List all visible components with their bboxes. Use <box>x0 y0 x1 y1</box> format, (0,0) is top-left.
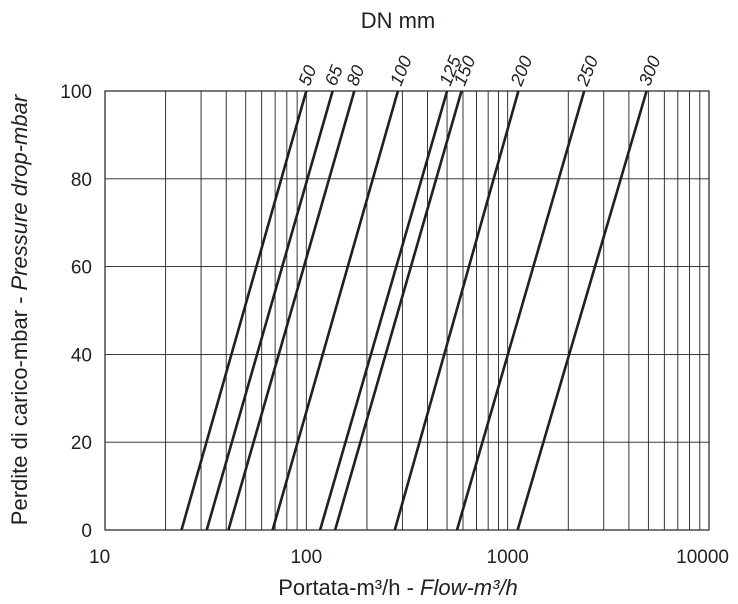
x-tick-label: 1000 <box>487 547 529 568</box>
dn-label-250: 250 <box>572 53 602 89</box>
y-axis-title-main: Perdite di carico-mbar - <box>7 290 32 525</box>
x-tick-labels: 10 100 1000 10000 <box>89 547 729 568</box>
series-line-dn-250 <box>455 90 586 531</box>
y-tick-labels: 0 20 40 60 80 100 <box>60 82 92 542</box>
series-line-dn-50 <box>180 90 308 531</box>
y-tick-label: 0 <box>81 521 92 542</box>
y-tick-label: 60 <box>71 258 92 279</box>
y-tick-label: 100 <box>60 82 92 103</box>
series-line-dn-65 <box>205 90 334 531</box>
grid <box>105 91 709 530</box>
series-line-dn-200 <box>393 90 520 531</box>
series-line-dn-100 <box>271 90 400 531</box>
y-tick-label: 80 <box>71 170 92 191</box>
x-axis-title: Portata-m³/h - Flow-m³/h <box>278 575 518 600</box>
x-axis-title-italic: Flow-m³/h <box>420 575 518 600</box>
series-line-dn-125 <box>318 90 449 531</box>
dn-label-50: 50 <box>294 62 320 88</box>
y-axis-title-italic: Pressure drop-mbar <box>7 93 32 290</box>
x-tick-label: 100 <box>290 547 322 568</box>
plot-frame <box>104 90 710 531</box>
dn-label-100: 100 <box>386 53 416 88</box>
y-tick-label: 40 <box>71 345 92 366</box>
y-axis-title: Perdite di carico-mbar - Pressure drop-m… <box>7 93 32 525</box>
x-axis-title-main: Portata-m³/h - <box>278 575 420 600</box>
series-lines <box>180 90 648 531</box>
dn-label-200: 200 <box>506 53 536 89</box>
series-line-dn-150 <box>333 90 463 531</box>
dn-label-300: 300 <box>635 53 665 88</box>
chart-title: DN mm <box>361 8 436 33</box>
series-line-dn-80 <box>227 90 356 531</box>
series-line-dn-300 <box>516 90 648 531</box>
x-tick-label: 10 <box>89 547 110 568</box>
y-tick-label: 20 <box>71 433 92 454</box>
dn-label-65: 65 <box>321 62 347 89</box>
x-tick-label: 10000 <box>676 547 729 568</box>
dn-label-80: 80 <box>342 62 368 88</box>
